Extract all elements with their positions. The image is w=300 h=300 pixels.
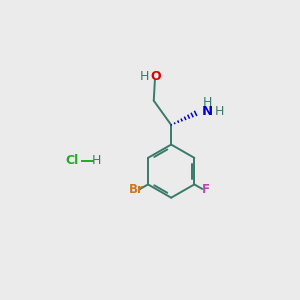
- Text: F: F: [202, 184, 210, 196]
- Text: Cl: Cl: [66, 154, 79, 167]
- Text: N: N: [202, 105, 213, 118]
- Text: H: H: [140, 70, 149, 83]
- Text: H: H: [214, 105, 224, 118]
- Text: H: H: [92, 154, 101, 167]
- Text: O: O: [150, 70, 161, 83]
- Text: Br: Br: [128, 184, 143, 196]
- Text: H: H: [203, 97, 212, 110]
